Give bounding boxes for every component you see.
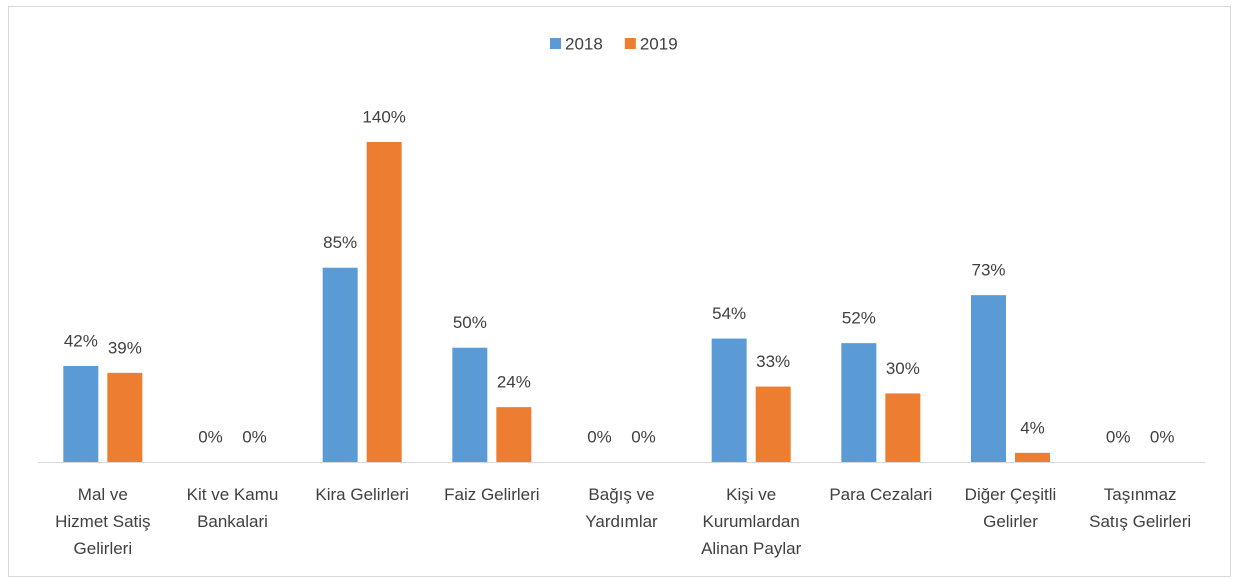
data-label: 140% [362,107,405,126]
x-tick-label: Diğer Çeşitli Gelirler [964,485,1057,531]
x-tick-label: Taşınmaz Satış Gelirleri [1089,485,1192,531]
data-label: 54% [712,304,746,323]
data-label: 24% [497,373,531,392]
data-label: 42% [64,331,98,350]
bar [63,366,99,462]
bar [1015,452,1050,462]
x-tick-label: Mal ve Hizmet Satiş Gelirleri [55,485,151,558]
bar [496,407,532,462]
data-label: 4% [1020,418,1045,437]
data-label: 50% [453,313,487,332]
bar [711,338,747,462]
data-label: 85% [323,233,357,252]
x-tick-label: Kira Gelirleri [315,485,409,504]
legend-swatch [550,38,561,49]
x-tick-label: Kit ve Kamu Bankalari [186,485,279,531]
x-tick-label: Para Cezalari [829,485,933,504]
bar [366,142,402,462]
data-label: 30% [886,359,920,378]
chart-border [8,6,1231,577]
data-label: 0% [242,427,267,446]
x-tick-label: Kişi ve Kurumlardan Alinan Paylar [701,485,802,558]
data-label: 73% [971,261,1005,280]
bar [755,386,791,462]
bar [971,295,1006,462]
legend-label: 2019 [640,34,678,53]
x-tick-label: Faiz Gelirleri [444,485,540,504]
bar [452,347,488,462]
data-label: 0% [1150,427,1175,446]
data-label: 0% [631,427,656,446]
x-tick-label: Bağış ve Yardımlar [585,485,658,531]
legend-swatch [624,38,636,49]
data-label: 39% [108,338,142,357]
data-label: 52% [842,309,876,328]
legend-label: 2018 [565,34,603,53]
bar [322,267,358,462]
data-label: 0% [587,427,612,446]
bar [885,393,921,462]
data-label: 0% [198,427,223,446]
data-label: 33% [756,352,790,371]
bar [107,372,143,462]
data-label: 0% [1106,427,1131,446]
bar [841,343,877,462]
